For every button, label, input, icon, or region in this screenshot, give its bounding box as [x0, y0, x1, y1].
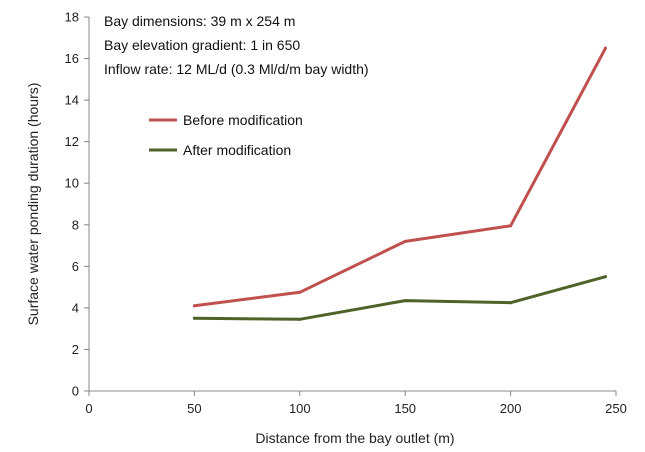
legend: Before modification After modification	[149, 112, 303, 158]
x-tick-label: 100	[289, 401, 311, 416]
x-tick-label: 50	[187, 401, 201, 416]
axes	[88, 17, 616, 392]
tick-marks	[84, 16, 617, 396]
y-tick-labels: 0 2 4 6 8 10 12 14 16 18	[65, 10, 79, 399]
y-tick-label: 10	[65, 176, 79, 191]
x-tick-label: 150	[394, 401, 416, 416]
annotation-elevation-gradient: Bay elevation gradient: 1 in 650	[104, 37, 300, 53]
data-point-before-modification	[192, 304, 196, 308]
data-point-before-modification	[298, 290, 302, 294]
x-axis-title: Distance from the bay outlet (m)	[255, 430, 454, 446]
x-tick-labels: 0 50 100 150 200 250	[85, 401, 626, 416]
y-tick-label: 12	[65, 134, 79, 149]
x-tick-label: 200	[500, 401, 522, 416]
y-axis-title: Surface water ponding duration (hours)	[25, 83, 41, 326]
data-point-after-modification	[509, 301, 513, 305]
data-point-after-modification	[298, 317, 302, 321]
series-line-before-modification	[192, 46, 607, 308]
data-point-after-modification	[603, 275, 607, 279]
legend-label-after: After modification	[183, 142, 291, 158]
data-point-before-modification	[509, 224, 513, 228]
y-tick-label: 18	[65, 10, 79, 25]
annotation-bay-dimensions: Bay dimensions: 39 m x 254 m	[104, 13, 295, 29]
legend-label-before: Before modification	[183, 112, 303, 128]
data-point-after-modification	[403, 299, 407, 303]
y-tick-label: 14	[65, 93, 79, 108]
data-point-before-modification	[603, 46, 607, 50]
y-tick-label: 8	[72, 217, 79, 232]
series-lines	[192, 46, 607, 321]
data-point-before-modification	[403, 239, 407, 243]
annotation-block: Bay dimensions: 39 m x 254 m Bay elevati…	[104, 13, 369, 77]
x-tick-label: 250	[605, 401, 627, 416]
y-tick-label: 4	[72, 300, 79, 315]
y-tick-label: 6	[72, 259, 79, 274]
data-point-after-modification	[192, 316, 196, 320]
y-tick-label: 16	[65, 51, 79, 66]
annotation-inflow-rate: Inflow rate: 12 ML/d (0.3 Ml/d/m bay wid…	[104, 61, 369, 77]
y-tick-label: 2	[72, 342, 79, 357]
y-tick-label: 0	[72, 384, 79, 399]
x-tick-label: 0	[85, 401, 92, 416]
